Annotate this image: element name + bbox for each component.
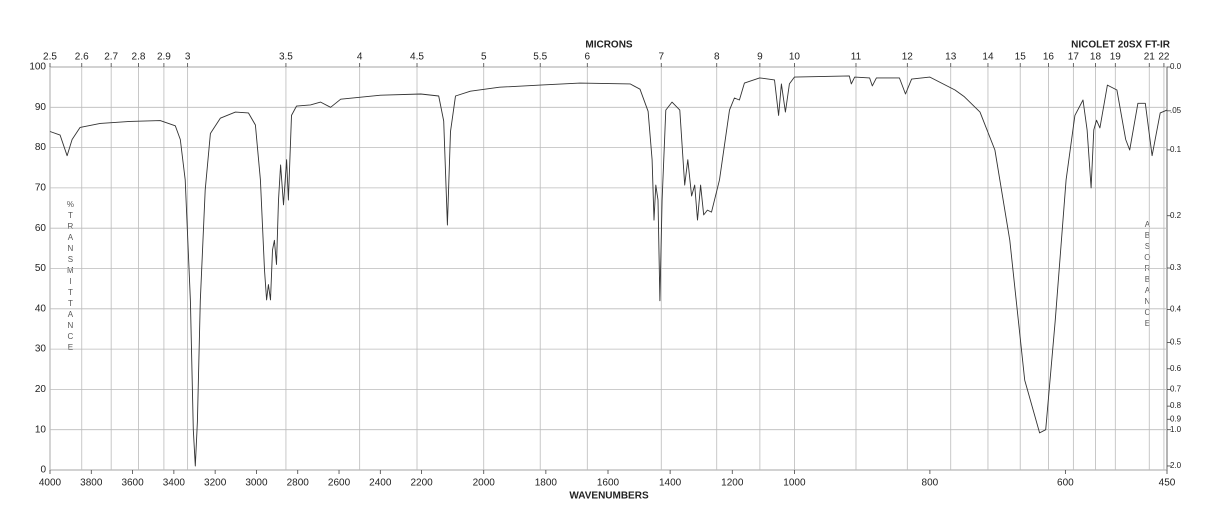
x2-tick-label: 21 — [1144, 52, 1156, 63]
x2-tick-label: 5 — [481, 52, 487, 63]
x2-tick-label: 2.9 — [157, 52, 171, 63]
y-tick-label: 70 — [35, 183, 47, 194]
x2-tick-label: 3 — [185, 52, 191, 63]
y2-tick-label: 0.5 — [1170, 338, 1182, 347]
x2-tick-label: 8 — [714, 52, 720, 63]
x2-tick-label: 6 — [585, 52, 591, 63]
x-tick-label: 3000 — [245, 478, 268, 489]
x-tick-label: 2600 — [328, 478, 351, 489]
x-tick-label: 3400 — [163, 478, 186, 489]
x2-tick-label: 4 — [357, 52, 363, 63]
x-tick-label: 2000 — [473, 478, 496, 489]
y2-tick-label: 0.9 — [1170, 414, 1182, 423]
x-tick-label: 600 — [1057, 478, 1074, 489]
x-axis-title: WAVENUMBERS — [569, 491, 649, 502]
x-tick-label: 2800 — [287, 478, 310, 489]
x2-tick-label: 22 — [1158, 52, 1170, 63]
y2-tick-label: 2.0 — [1170, 461, 1182, 470]
x-tick-label: 1600 — [597, 478, 620, 489]
x2-tick-label: 14 — [982, 52, 994, 63]
x2-tick-label: 7 — [658, 52, 664, 63]
x-tick-label: 1000 — [783, 478, 806, 489]
x2-tick-label: 15 — [1015, 52, 1027, 63]
x2-tick-label: 10 — [789, 52, 801, 63]
y-tick-label: 50 — [35, 263, 47, 274]
x2-tick-label: 4.5 — [410, 52, 424, 63]
x-tick-label: 1400 — [659, 478, 682, 489]
x2-tick-label: 17 — [1068, 52, 1080, 63]
y2-tick-label: 0.3 — [1170, 263, 1182, 272]
y-tick-label: 30 — [35, 344, 47, 355]
y2-tick-label: 1.0 — [1170, 425, 1182, 434]
y2-tick-label: 0.1 — [1170, 145, 1182, 154]
y2-tick-label: .05 — [1170, 106, 1182, 115]
y2-tick-label: 0.6 — [1170, 364, 1182, 373]
y-tick-label: 20 — [35, 384, 47, 395]
x2-tick-label: 19 — [1110, 52, 1122, 63]
y-tick-label: 0 — [40, 465, 46, 476]
x-tick-label: 3200 — [204, 478, 227, 489]
x-tick-label: 1800 — [535, 478, 558, 489]
spectrum-line — [49, 75, 1168, 467]
x2-tick-label: 5.5 — [533, 52, 547, 63]
y2-tick-label: 0.2 — [1170, 211, 1182, 220]
x2-tick-label: 3.5 — [279, 52, 293, 63]
y2-tick-label: 0.4 — [1170, 305, 1182, 314]
x-tick-label: 3600 — [121, 478, 144, 489]
x-tick-label: 450 — [1159, 478, 1176, 489]
x-tick-label: 4000 — [39, 478, 62, 489]
y-tick-label: 60 — [35, 223, 47, 234]
x2-tick-label: 2.5 — [43, 52, 57, 63]
y-axis-title: %TRANSMITTANCE — [66, 200, 75, 354]
x2-tick-label: 11 — [851, 52, 862, 63]
x-tick-label: 2200 — [410, 478, 433, 489]
x-tick-label: 3800 — [80, 478, 103, 489]
x-tick-label: 800 — [922, 478, 939, 489]
y-tick-label: 80 — [35, 142, 47, 153]
x2-axis-title: MICRONS — [585, 40, 633, 51]
x-tick-label: 1200 — [721, 478, 744, 489]
x2-tick-label: 2.7 — [104, 52, 118, 63]
x2-tick-label: 18 — [1090, 52, 1102, 63]
y2-tick-label: 0.7 — [1170, 385, 1182, 394]
x2-tick-label: 12 — [902, 52, 914, 63]
x-tick-label: 2400 — [369, 478, 392, 489]
x2-tick-label: 2.8 — [132, 52, 146, 63]
x2-tick-label: 9 — [757, 52, 763, 63]
y-tick-label: 10 — [35, 424, 47, 435]
chart-title: NICOLET 20SX FT-IR — [1071, 40, 1171, 51]
y2-tick-label: 0.8 — [1170, 401, 1182, 410]
x2-tick-label: 13 — [945, 52, 957, 63]
y-tick-label: 40 — [35, 303, 47, 314]
y2-tick-label: 0.0 — [1170, 62, 1182, 71]
y2-axis-title: ABSORBANCE — [1143, 220, 1152, 330]
x2-tick-label: 2.6 — [75, 52, 89, 63]
y-tick-label: 100 — [29, 62, 46, 73]
y-tick-label: 90 — [35, 102, 47, 113]
x2-tick-label: 16 — [1043, 52, 1055, 63]
